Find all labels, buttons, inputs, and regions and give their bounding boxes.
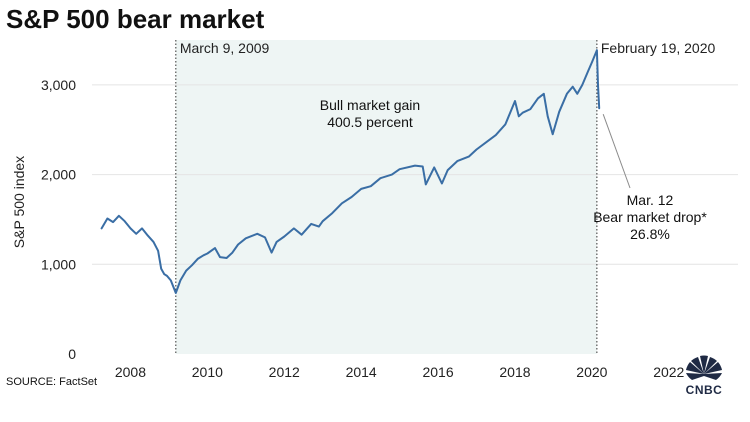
bull-annotation-line1: Bull market gain <box>320 97 420 113</box>
x-tick-label: 2018 <box>499 364 530 380</box>
x-tick-label: 2010 <box>192 364 223 380</box>
y-tick-label: 3,000 <box>41 77 76 93</box>
bear-annotation-line2: Bear market drop* <box>593 209 707 225</box>
march-2009-label: March 9, 2009 <box>180 40 270 56</box>
cnbc-logo: CNBC <box>686 355 723 397</box>
x-tick-label: 2012 <box>269 364 300 380</box>
y-tick-label: 0 <box>68 346 76 362</box>
gridlines <box>92 84 738 265</box>
bull-annotation-line2: 400.5 percent <box>327 114 413 130</box>
y-axis-label: S&P 500 index <box>11 156 27 248</box>
x-tick-label: 2014 <box>346 364 377 380</box>
bear-annotation-line3: 26.8% <box>630 226 670 242</box>
chart-title: S&P 500 bear market <box>6 4 265 34</box>
y-tick-label: 1,000 <box>41 256 76 272</box>
x-tick-label: 2022 <box>653 364 684 380</box>
peacock-icon <box>686 355 722 380</box>
bear-annotation-leader <box>602 114 631 189</box>
logo-wordmark: CNBC <box>686 383 723 397</box>
source-note: SOURCE: FactSet <box>6 376 97 388</box>
february-2020-label: February 19, 2020 <box>601 40 716 56</box>
bear-annotation-line1: Mar. 12 <box>627 192 674 208</box>
x-axis-ticks: 2008 2010 2012 2014 2016 2018 2020 2022 <box>115 364 685 380</box>
x-tick-label: 2008 <box>115 364 146 380</box>
sp500-index-line <box>100 49 601 294</box>
y-axis-ticks: 0 1,000 2,000 3,000 <box>41 77 76 362</box>
y-tick-label: 2,000 <box>41 167 76 183</box>
bull-market-shading <box>175 40 597 354</box>
x-tick-label: 2016 <box>422 364 453 380</box>
x-tick-label: 2020 <box>576 364 607 380</box>
